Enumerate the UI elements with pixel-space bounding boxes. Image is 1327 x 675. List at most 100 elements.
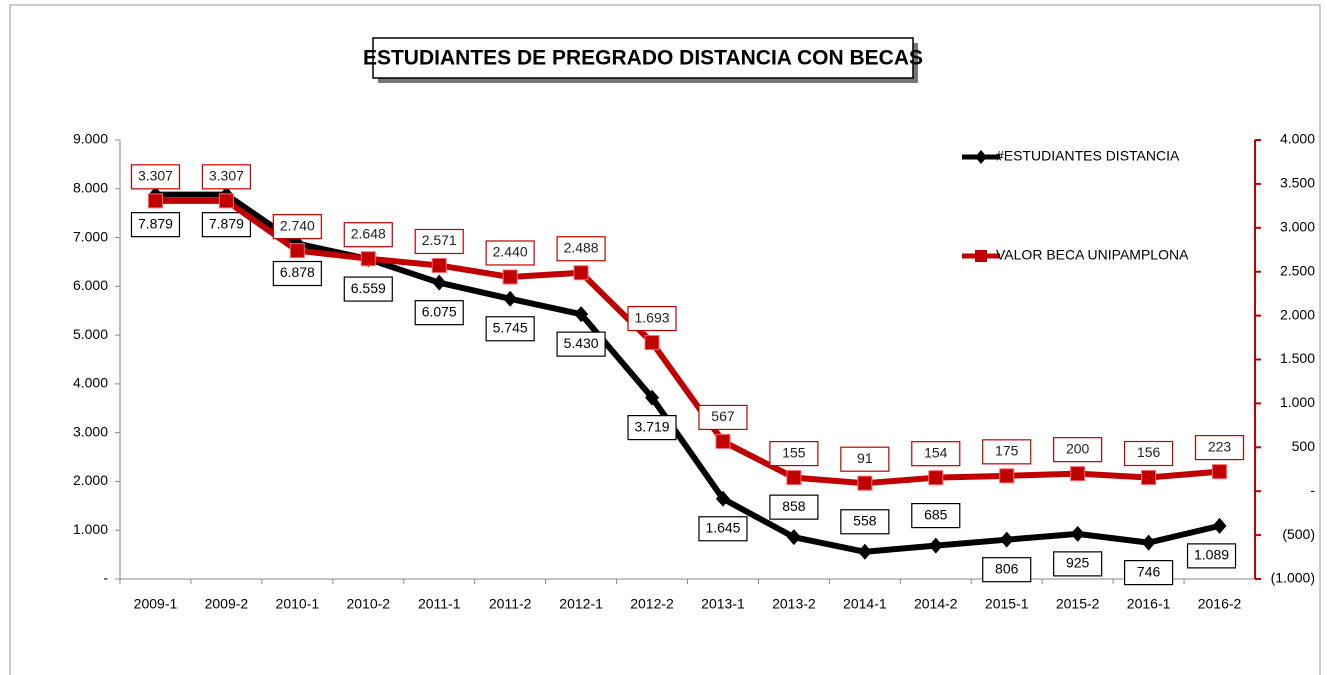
marker: [999, 468, 1015, 484]
data-label-box: [272, 260, 322, 287]
marker: [1070, 466, 1086, 482]
data-label-box: [556, 236, 606, 262]
marker: [786, 470, 802, 486]
x-tick-label: 2016-2: [1198, 596, 1242, 612]
x-tick-label: 2010-1: [276, 596, 320, 612]
y-tick-label: 9.000: [73, 131, 108, 147]
y-tick-label: 4.000: [73, 375, 108, 391]
y2-tick-label: -: [1310, 482, 1315, 498]
data-label: 2.648: [351, 225, 386, 241]
marker: [1212, 517, 1227, 534]
x-tick-label: 2015-1: [985, 596, 1029, 612]
data-label-box: [1123, 560, 1174, 586]
x-tick-label: 2012-1: [559, 596, 603, 612]
marker: [715, 490, 730, 507]
data-label-box: [627, 305, 677, 332]
data-label: 2.571: [422, 232, 457, 248]
y2-tick-label: 500: [1292, 438, 1316, 454]
y-tick-label: 2.000: [73, 472, 108, 488]
marker: [289, 243, 305, 259]
data-label: 7.879: [209, 215, 244, 231]
y2-tick-label: (500): [1282, 526, 1315, 542]
data-label-box: [698, 404, 748, 431]
data-label: 155: [782, 444, 806, 460]
chart-frame: [9, 4, 1321, 675]
marker: [1141, 534, 1156, 551]
data-label-box: [769, 440, 819, 467]
data-label-box: [982, 557, 1032, 583]
y-tick-label: 7.000: [73, 228, 108, 244]
data-label: 3.719: [635, 418, 670, 434]
x-tick-label: 2011-2: [489, 596, 532, 612]
legend-marker: [975, 150, 987, 164]
legend-label: VALOR BECA UNIPAMPLONA: [996, 247, 1189, 263]
data-label: 2.440: [493, 244, 528, 260]
data-label-box: [1053, 551, 1103, 577]
marker: [431, 257, 447, 273]
data-label: 5.745: [493, 319, 528, 335]
data-label: 2.740: [280, 217, 315, 233]
data-label: 6.559: [351, 280, 386, 296]
marker: [574, 306, 589, 323]
chart-title: ESTUDIANTES DE PREGRADO DISTANCIA CON BE…: [363, 47, 923, 70]
x-tick-label: 2014-2: [914, 596, 958, 612]
y2-tick-label: 3.000: [1280, 219, 1315, 235]
data-label: 746: [1137, 563, 1161, 579]
marker: [1212, 464, 1228, 480]
data-label-box: [1194, 435, 1245, 461]
data-label-box: [769, 494, 819, 520]
x-tick-label: 2012-2: [630, 596, 674, 612]
y2-tick-label: 2.500: [1280, 262, 1315, 278]
y2-tick-label: 4.000: [1280, 131, 1315, 147]
marker: [1070, 525, 1085, 542]
data-label-box: [272, 214, 322, 240]
marker: [360, 251, 376, 267]
data-label: 1.693: [635, 309, 670, 325]
data-label-box: [1186, 543, 1237, 569]
data-label: 156: [1137, 444, 1161, 460]
marker: [928, 470, 944, 486]
marker: [502, 269, 518, 285]
data-label-box: [130, 212, 181, 238]
x-tick-label: 2011-1: [418, 596, 461, 612]
data-label: 6.878: [280, 264, 315, 280]
y-tick-label: 3.000: [73, 423, 108, 439]
data-label: 3.307: [138, 168, 173, 184]
marker: [432, 274, 447, 291]
data-label-box: [201, 164, 252, 190]
data-label-box: [556, 331, 606, 357]
data-label: 567: [711, 408, 735, 424]
data-label-box: [1053, 437, 1103, 463]
data-label: 223: [1208, 438, 1232, 454]
y-tick-label: 6.000: [73, 277, 108, 293]
x-tick-label: 2013-1: [701, 596, 745, 612]
data-label-box: [1123, 440, 1174, 467]
marker: [715, 433, 731, 449]
y-tick-label: 1.000: [73, 521, 108, 537]
data-label-box: [414, 228, 464, 255]
data-label: 685: [924, 506, 948, 522]
data-label-box: [414, 300, 464, 326]
marker: [644, 335, 660, 351]
data-label-box: [698, 516, 748, 542]
data-label: 91: [857, 450, 873, 466]
data-label: 558: [853, 512, 877, 528]
x-tick-label: 2015-2: [1056, 596, 1100, 612]
data-label: 3.307: [209, 168, 244, 184]
x-tick-label: 2009-1: [134, 596, 178, 612]
x-tick-label: 2014-1: [843, 596, 887, 612]
data-label-box: [130, 164, 181, 190]
x-tick-label: 2016-1: [1127, 596, 1171, 612]
legend-label: #ESTUDIANTES DISTANCIA: [996, 148, 1180, 164]
data-label-box: [982, 439, 1032, 465]
marker: [999, 531, 1014, 548]
data-label-box: [911, 441, 961, 467]
marker: [786, 529, 801, 546]
marker: [1141, 470, 1157, 486]
data-label: 2.488: [564, 239, 599, 255]
data-label-box: [343, 276, 393, 302]
data-label-box: [201, 212, 252, 238]
data-label-box: [485, 316, 535, 342]
data-label: 1.089: [1194, 547, 1229, 563]
